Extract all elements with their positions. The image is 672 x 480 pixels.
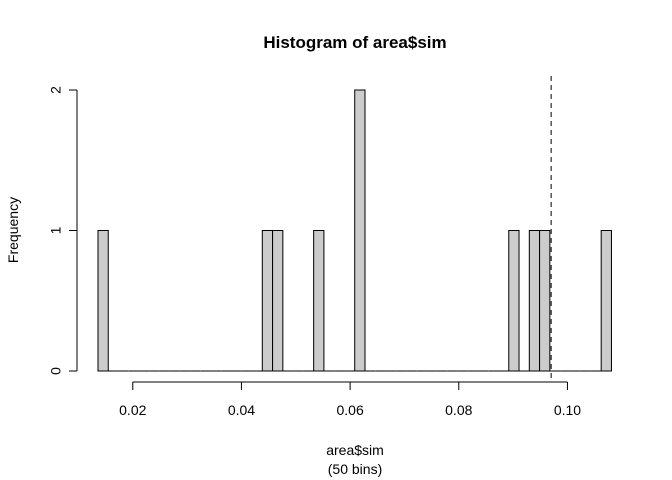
x-tick-label: 0.08 [445, 402, 472, 418]
x-tick-label: 0.02 [119, 402, 146, 418]
x-axis-label: area$sim [326, 442, 384, 458]
y-tick-label: 2 [48, 86, 64, 94]
histogram-bar [313, 230, 325, 372]
y-axis: 0 1 2 [48, 86, 78, 375]
y-tick-label: 0 [48, 367, 64, 375]
y-tick-label: 1 [48, 226, 64, 234]
histogram-bar [272, 230, 284, 372]
x-axis: 0.02 0.04 0.06 0.08 0.10 [119, 381, 581, 418]
x-tick-label: 0.06 [336, 402, 363, 418]
chart-title: Histogram of area$sim [263, 33, 446, 52]
y-axis-label: Frequency [5, 197, 21, 263]
x-tick-label: 0.10 [554, 402, 581, 418]
histogram-bar [261, 230, 274, 372]
histogram-bar [354, 89, 366, 372]
x-tick-label: 0.04 [228, 402, 255, 418]
x-axis-sublabel: (50 bins) [328, 461, 382, 477]
histogram-bar [600, 230, 612, 372]
histogram-bar [539, 230, 551, 372]
histogram-bar [97, 230, 109, 372]
histogram-bar [528, 230, 541, 372]
histogram-bars [97, 89, 612, 372]
histogram-bar [508, 230, 520, 372]
